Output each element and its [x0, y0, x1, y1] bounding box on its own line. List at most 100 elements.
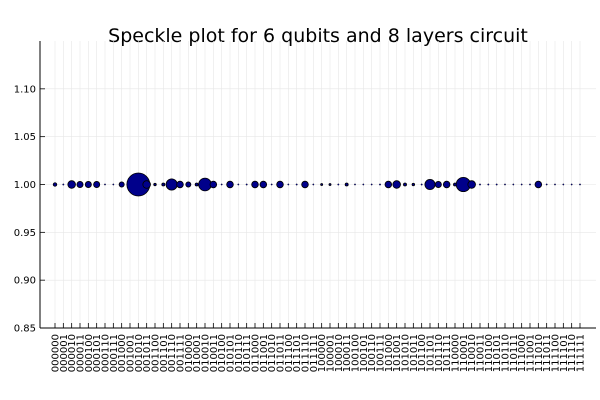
x-tick-label: 111111 — [576, 334, 587, 372]
x-tick-label: 011011 — [276, 334, 287, 372]
data-point — [562, 183, 565, 186]
data-point — [442, 180, 451, 189]
x-tick-label: 111100 — [551, 334, 562, 372]
data-point — [209, 180, 218, 189]
y-axis-ticks: 0.85 0.90 0.95 1.00 1.05 1.10 — [14, 84, 45, 335]
data-point — [420, 183, 423, 186]
data-point — [161, 182, 166, 187]
data-point — [354, 183, 356, 186]
data-point — [344, 182, 349, 187]
x-tick-label: 000101 — [92, 334, 103, 372]
x-tick-label: 011101 — [292, 334, 303, 372]
x-tick-label: 101100 — [417, 334, 428, 372]
data-point — [220, 183, 223, 186]
data-point — [520, 183, 523, 186]
x-tick-label: 110111 — [509, 334, 520, 372]
data-point — [67, 180, 76, 189]
data-point — [434, 181, 442, 188]
data-point — [392, 180, 401, 189]
data-point — [245, 183, 248, 186]
x-tick-label: 110000 — [451, 334, 462, 372]
data-point — [76, 181, 84, 188]
x-tick-label: 010010 — [201, 334, 212, 372]
data-point — [52, 182, 58, 187]
x-tick-label: 100110 — [367, 334, 378, 372]
x-tick-label: 000001 — [59, 334, 70, 372]
x-tick-label: 000110 — [101, 334, 112, 372]
data-point — [411, 182, 416, 187]
data-point — [112, 183, 115, 186]
x-tick-label: 111101 — [559, 334, 570, 372]
x-tick-label: 100101 — [359, 334, 370, 372]
x-tick-label: 111110 — [567, 334, 578, 372]
x-tick-label: 110100 — [484, 334, 495, 372]
data-point — [403, 182, 407, 187]
data-point — [142, 180, 151, 189]
y-tick-label: 1.05 — [14, 132, 36, 143]
x-tick-label: 110101 — [492, 334, 503, 372]
data-point — [165, 178, 178, 191]
data-point — [487, 183, 490, 186]
data-point — [84, 181, 92, 188]
data-point — [312, 183, 315, 186]
data-point — [504, 183, 506, 186]
y-tick-label: 1.10 — [14, 84, 36, 95]
data-point — [320, 183, 324, 186]
x-tick-label: 011010 — [267, 334, 278, 372]
chart-title: Speckle plot for 6 qubits and 8 layers c… — [108, 25, 528, 47]
x-tick-label: 010100 — [217, 334, 228, 372]
data-point — [270, 183, 273, 186]
data-point — [301, 180, 309, 189]
x-tick-label: 110001 — [459, 334, 470, 372]
x-tick-label: 100011 — [342, 334, 353, 372]
y-tick-label: 0.85 — [14, 324, 36, 335]
data-point — [370, 183, 373, 186]
data-point — [93, 181, 101, 188]
data-point — [495, 183, 498, 186]
x-tick-label: 000011 — [76, 334, 87, 372]
x-tick-label: 001000 — [117, 334, 128, 372]
x-tick-label: 110110 — [501, 334, 512, 372]
data-points — [52, 172, 581, 197]
data-point — [384, 180, 393, 189]
x-axis-ticks: 0000000000010000100000110001000001010001… — [51, 323, 587, 372]
y-tick-label: 0.90 — [14, 276, 36, 287]
y-tick-label: 1.00 — [14, 180, 36, 191]
data-point — [194, 182, 199, 187]
data-point — [185, 181, 192, 188]
x-tick-label: 100001 — [326, 334, 337, 372]
data-point — [251, 180, 259, 189]
data-point — [276, 180, 284, 189]
data-point — [534, 180, 543, 189]
x-tick-label: 010111 — [242, 334, 253, 372]
x-tick-label: 101111 — [442, 334, 453, 372]
x-tick-label: 100010 — [334, 334, 345, 372]
x-tick-label: 101000 — [384, 334, 395, 372]
x-tick-label: 100000 — [317, 334, 328, 372]
data-point — [62, 183, 65, 186]
data-point — [512, 183, 515, 186]
x-tick-label: 000010 — [67, 334, 78, 372]
data-point — [337, 183, 340, 186]
x-tick-label: 000100 — [84, 334, 95, 372]
x-tick-label: 001011 — [142, 334, 153, 372]
x-tick-label: 101101 — [426, 334, 437, 372]
data-point — [153, 182, 157, 187]
x-tick-label: 010110 — [234, 334, 245, 372]
data-point — [287, 183, 290, 186]
x-tick-label: 001010 — [134, 334, 145, 372]
x-tick-label: 010011 — [209, 334, 220, 372]
x-tick-label: 101110 — [434, 334, 445, 372]
x-tick-label: 000000 — [51, 334, 62, 372]
data-point — [176, 180, 184, 189]
data-point — [545, 183, 548, 186]
x-tick-label: 001111 — [176, 334, 187, 372]
x-tick-label: 100100 — [351, 334, 362, 372]
x-tick-label: 001110 — [167, 334, 178, 372]
x-tick-label: 010001 — [192, 334, 203, 372]
x-tick-label: 011100 — [284, 334, 295, 372]
data-point — [467, 180, 476, 189]
x-tick-label: 010101 — [226, 334, 237, 372]
x-tick-label: 001100 — [151, 334, 162, 372]
x-tick-label: 010000 — [184, 334, 195, 372]
